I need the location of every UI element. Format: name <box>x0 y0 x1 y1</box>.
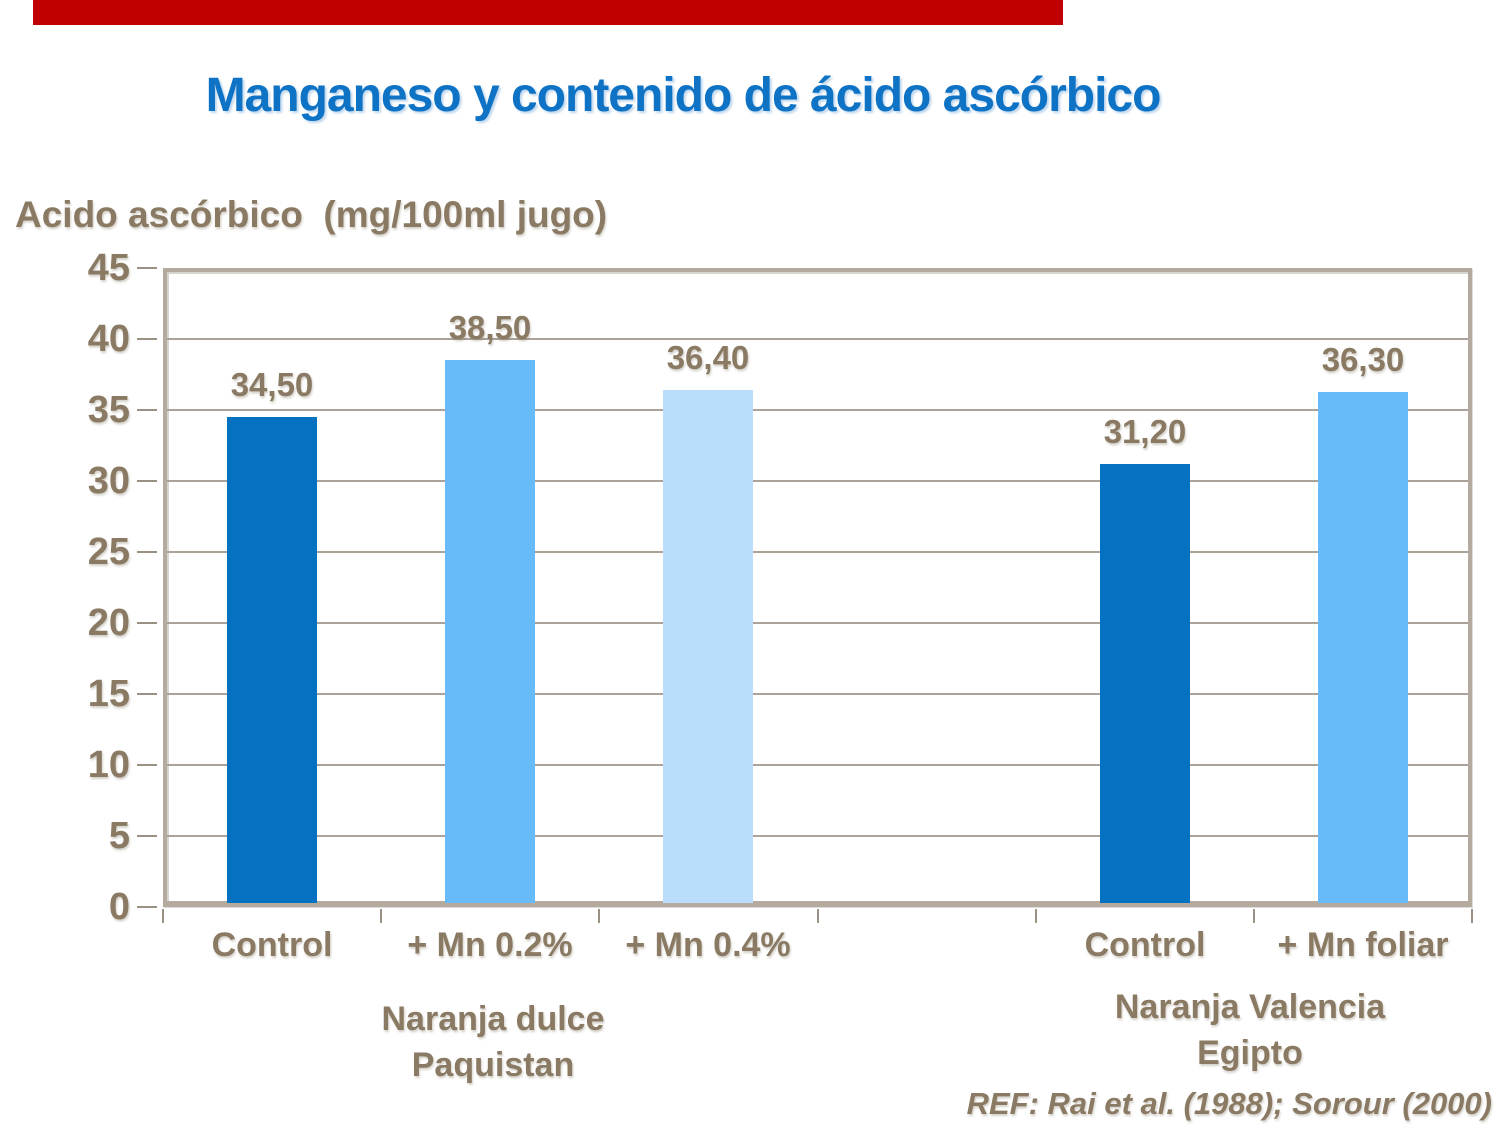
y-axis-tick-mark <box>137 764 157 766</box>
gridline <box>167 764 1468 766</box>
y-axis-tick-mark <box>137 551 157 553</box>
y-axis-tick-label: 30 <box>87 460 130 502</box>
group-label-naranja-dulce-paquistan: Naranja dulce Paquistan <box>288 996 698 1088</box>
y-axis-title: Acido ascórbico (mg/100ml jugo) <box>15 194 608 235</box>
y-axis-tick-mark <box>137 480 157 482</box>
group-label-line: Paquistan <box>411 1046 575 1084</box>
y-axis-tick-label: 10 <box>87 744 130 786</box>
slide-accent-bar <box>33 0 1063 25</box>
plot-area-frame <box>163 268 1472 907</box>
gridline <box>167 338 1468 340</box>
y-axis-tick-label: 5 <box>108 815 130 857</box>
x-axis-tick-mark <box>162 909 164 923</box>
x-axis-category-label: + Mn foliar <box>1277 926 1449 964</box>
y-axis-tick-label: 20 <box>87 602 130 644</box>
gridline <box>167 693 1468 695</box>
x-axis-category-label: + Mn 0.2% <box>407 926 573 964</box>
bar-control <box>227 417 317 903</box>
x-axis-tick-mark <box>816 909 819 923</box>
bar-value-label: 38,50 <box>448 309 532 346</box>
bar--mn-0-4- <box>663 390 753 903</box>
bar-value-label: 31,20 <box>1103 413 1187 450</box>
bar-value-label: 36,30 <box>1321 341 1405 378</box>
x-axis-tick-mark <box>1034 909 1037 923</box>
x-axis-category-label: + Mn 0.4% <box>625 926 791 964</box>
gridline <box>167 835 1468 837</box>
y-axis-tick-mark <box>137 622 157 624</box>
y-axis-tick-label: 45 <box>87 247 130 289</box>
y-axis-tick-mark <box>137 338 157 340</box>
y-axis-tick-label: 25 <box>87 531 130 573</box>
gridline <box>167 480 1468 482</box>
group-label-line: Naranja dulce <box>381 1000 605 1038</box>
gridline <box>167 409 1468 411</box>
y-axis-tick-label: 35 <box>87 389 130 431</box>
y-axis-tick-label: 0 <box>108 886 130 928</box>
y-axis-tick-mark <box>137 267 157 269</box>
bar-value-label: 36,40 <box>666 339 750 376</box>
group-label-line: Egipto <box>1197 1034 1303 1072</box>
y-axis-tick-label: 15 <box>87 673 130 715</box>
bar-value-label: 34,50 <box>230 366 314 403</box>
y-axis-tick-mark <box>137 835 157 837</box>
x-axis-tick-mark <box>1252 909 1255 923</box>
x-axis-tick-mark <box>380 909 383 923</box>
group-label-naranja-valencia-egipto: Naranja Valencia Egipto <box>1040 984 1460 1076</box>
x-axis-tick-mark <box>1471 909 1473 923</box>
bar-control <box>1100 464 1190 903</box>
gridline <box>167 622 1468 624</box>
group-label-line: Naranja Valencia <box>1114 988 1386 1026</box>
y-axis-tick-label: 40 <box>87 318 130 360</box>
slide-title: Manganeso y contenido de ácido ascórbico <box>205 69 1162 122</box>
x-axis-category-label: Control <box>211 926 333 964</box>
y-axis-tick-mark <box>137 409 157 411</box>
reference-footnote: REF: Rai et al. (1988); Sorour (2000) <box>966 1086 1492 1121</box>
y-axis-tick-mark <box>137 906 157 908</box>
y-axis-tick-mark <box>137 693 157 695</box>
gridline <box>167 551 1468 553</box>
bar--mn-foliar <box>1318 392 1408 903</box>
bar--mn-0-2- <box>445 360 535 903</box>
x-axis-category-label: Control <box>1084 926 1206 964</box>
x-axis-tick-mark <box>598 909 601 923</box>
